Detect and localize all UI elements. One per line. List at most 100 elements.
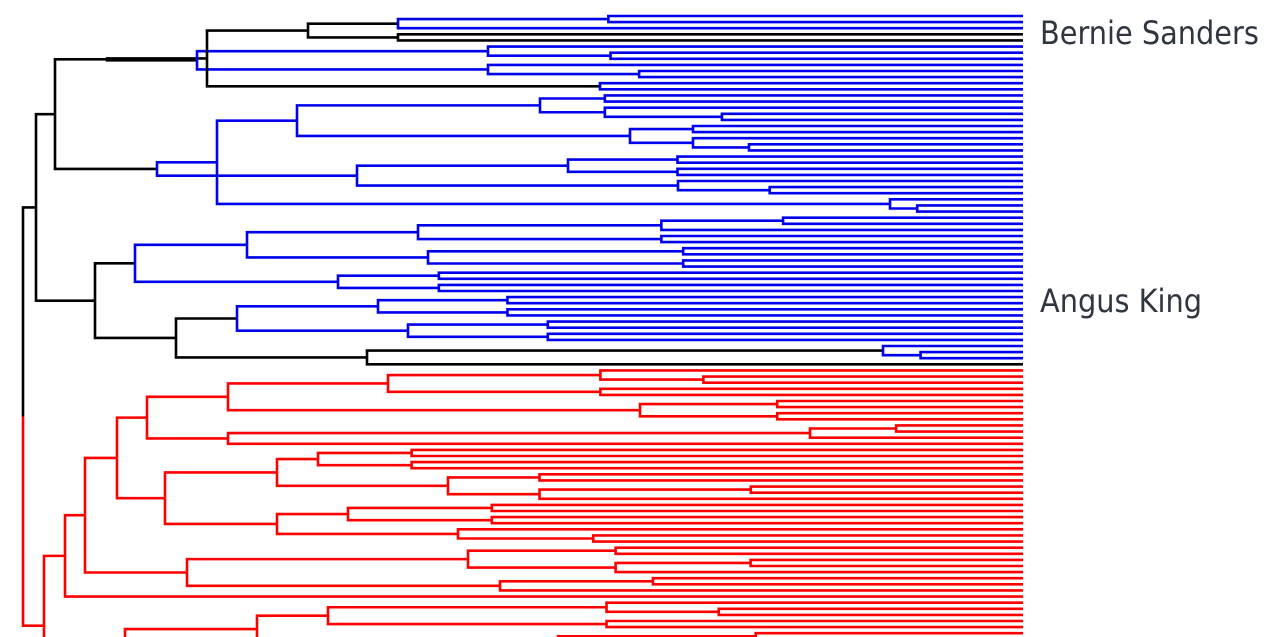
- dendrogram-branch-103: [605, 619, 1023, 629]
- dendrogram-branch-91: [466, 549, 616, 569]
- dendrogram-branch-6: [486, 45, 1023, 58]
- dendrogram-branch-24: [691, 124, 1023, 134]
- dendrogram-branch-9: [637, 69, 1023, 79]
- dendrogram-branch-17: [215, 119, 890, 206]
- dendrogram-branch-93: [614, 561, 1023, 574]
- dendrogram-branch-41: [660, 234, 1023, 244]
- dendrogram-branch-58: [919, 350, 1023, 360]
- leaf-label-angus-king: Angus King: [1040, 282, 1202, 320]
- dendrogram-branch-10: [205, 29, 600, 88]
- dendrogram-branch-77: [316, 451, 412, 467]
- dendrogram-branch-101: [605, 601, 1023, 614]
- dendrogram-branch-83: [749, 485, 1023, 494]
- dendrogram-branch-92: [614, 546, 1023, 556]
- dendrogram-branch-51: [506, 295, 1023, 305]
- dendrogram-branch-105: [754, 631, 1023, 637]
- dendrogram-branch-56: [365, 349, 1023, 366]
- dendrogram-branch-47: [437, 283, 1023, 293]
- dendrogram-branch-23: [628, 127, 693, 145]
- dendrogram-branch-81: [538, 473, 1023, 482]
- dendrogram-branch-15: [598, 81, 1023, 91]
- dendrogram-branch-88: [456, 528, 1023, 540]
- dendrogram-branch-65: [386, 373, 601, 394]
- dendrogram-branch-62: [115, 416, 165, 500]
- dendrogram-branch-80: [446, 476, 540, 496]
- dendrogram-branch-99: [255, 614, 328, 637]
- dendrogram-branch-71: [775, 411, 1023, 421]
- dendrogram-branch-40: [781, 216, 1023, 226]
- dendrogram-branch-48: [174, 317, 367, 359]
- dendrogram-branch-50: [376, 298, 508, 314]
- dendrogram-branch-82: [538, 488, 1023, 501]
- dendrogram-branch-32: [676, 167, 1023, 177]
- dendrogram-branch-35: [93, 262, 176, 340]
- dendrogram-branch-78: [410, 448, 1023, 458]
- dendrogram-branch-87: [490, 515, 1023, 525]
- dendrogram-branch-22: [720, 112, 1023, 122]
- dendrogram-branch-69: [638, 402, 778, 418]
- dendrogram-branch-29: [355, 164, 678, 187]
- dendrogram-branch-98: [123, 627, 257, 637]
- dendrogram-branch-74: [894, 424, 1023, 433]
- dendrogram-branch-104: [556, 634, 756, 637]
- dendrogram-branch-73: [808, 427, 1023, 439]
- dendrogram-branch-52: [506, 308, 1023, 317]
- dendrogram-branch-85: [346, 506, 492, 522]
- dendrogram-branch-96: [651, 576, 1023, 586]
- dendrogram-branch-89: [591, 534, 1023, 543]
- dendrogram-branch-90: [185, 557, 500, 588]
- dendrogram-branch-75: [163, 471, 277, 526]
- dendrogram-branch-25: [691, 136, 1023, 149]
- dendrogram-branch-64: [226, 382, 640, 412]
- dendrogram-branch-19: [538, 97, 605, 114]
- dendrogram-branch-61: [83, 456, 187, 574]
- dendrogram-branch-46: [437, 271, 1023, 281]
- dendrogram-branch-3: [53, 58, 157, 171]
- dendrogram-branch-4: [105, 57, 207, 62]
- dendrogram-branch-63: [145, 395, 228, 440]
- dendrogram-branch-53: [406, 323, 548, 339]
- dendrogram-branch-45: [336, 274, 439, 290]
- dendrogram-branch-30: [566, 158, 678, 174]
- dendrogram-branch-55: [546, 332, 1023, 342]
- dendrogram-branch-43: [681, 246, 1023, 256]
- dendrogram-branch-94: [749, 558, 1023, 568]
- dendrogram-branch-76: [275, 457, 448, 488]
- dendrogram-branch-31: [676, 155, 1023, 164]
- dendrogram-branch-28: [915, 204, 1023, 213]
- dendrogram-branch-37: [245, 230, 428, 259]
- dendrogram-branch-34: [768, 185, 1023, 195]
- dendrogram-branch-49: [235, 304, 408, 333]
- dendrogram-branch-59: [42, 554, 65, 637]
- dendrogram-branches: [21, 14, 1023, 637]
- dendrogram-branch-26: [747, 143, 1023, 152]
- dendrogram-branch-70: [775, 399, 1023, 409]
- dendrogram-branch-54: [546, 320, 1023, 329]
- dendrogram-branch-100: [326, 605, 607, 626]
- dendrogram-branch-5: [195, 49, 488, 71]
- dendrogram-branch-12: [396, 17, 1023, 30]
- dendrogram-branch-86: [490, 503, 1023, 513]
- dendrogram-branch-72: [226, 431, 1023, 446]
- dendrogram-branch-79: [410, 460, 1023, 470]
- dendrogram-branch-11: [306, 22, 398, 39]
- dendrogram-branch-16: [155, 160, 357, 177]
- dendrogram-branch-27: [888, 198, 1023, 210]
- dendrogram-branch-44: [681, 259, 1023, 268]
- dendrogram-branch-14: [396, 33, 1023, 42]
- dendrogram-branch-57: [881, 344, 1023, 357]
- dendrogram-branch-13: [607, 14, 1023, 24]
- dendrogram-branch-33: [676, 179, 1023, 192]
- leaf-label-bernie-sanders: Bernie Sanders: [1040, 14, 1259, 52]
- dendrogram-branch-38: [416, 224, 662, 241]
- dendrogram-branch-7: [609, 51, 1023, 61]
- dendrogram-branch-39: [660, 219, 1023, 232]
- dendrogram-branch-20: [603, 94, 1023, 103]
- dendrogram-branch-68: [599, 387, 1023, 397]
- dendrogram-branch-21: [603, 106, 1023, 119]
- dendrogram-branch-2: [34, 112, 95, 302]
- dendrogram-root-upper-0: [21, 206, 36, 417]
- dendrogram-branch-95: [498, 579, 1023, 592]
- dendrogram-branch-84: [275, 512, 458, 536]
